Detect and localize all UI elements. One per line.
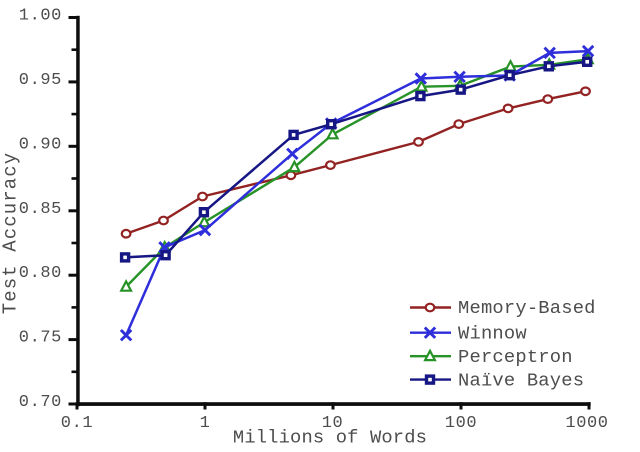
svg-text:0.70: 0.70 (19, 393, 62, 412)
svg-text:0.95: 0.95 (19, 71, 62, 90)
svg-text:1000: 1000 (565, 414, 608, 433)
svg-text:1: 1 (200, 414, 211, 433)
svg-text:0.1: 0.1 (61, 414, 93, 433)
svg-text:Test Accuracy: Test Accuracy (0, 152, 22, 315)
svg-text:0.75: 0.75 (19, 329, 62, 348)
svg-text:0.80: 0.80 (19, 264, 62, 283)
svg-text:0.90: 0.90 (19, 135, 62, 154)
svg-text:1.00: 1.00 (19, 7, 62, 26)
svg-text:100: 100 (445, 414, 477, 433)
svg-text:Perceptron: Perceptron (458, 346, 573, 368)
svg-text:Winnow: Winnow (458, 322, 527, 344)
svg-text:Memory-Based: Memory-Based (458, 297, 596, 319)
svg-text:Naïve Bayes: Naïve Bayes (458, 369, 584, 391)
svg-text:0.85: 0.85 (19, 200, 62, 219)
svg-text:10: 10 (322, 414, 344, 433)
svg-text:Millions of Words: Millions of Words (233, 427, 427, 448)
